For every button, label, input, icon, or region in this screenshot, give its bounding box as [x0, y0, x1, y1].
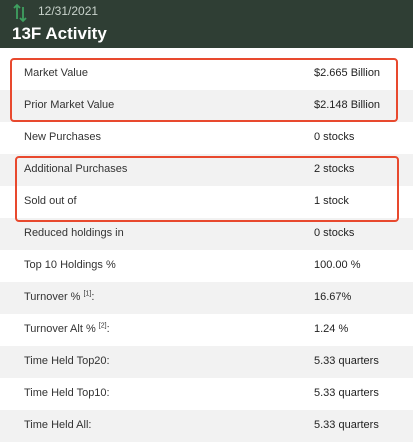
row-label: New Purchases: [24, 131, 102, 143]
row-turnover: Turnover % [1]: 16.67%: [0, 282, 413, 314]
row-reduced-holdings: Reduced holdings in 0 stocks: [0, 218, 413, 250]
row-value: 0 stocks: [314, 227, 355, 239]
footnote-link[interactable]: [2]: [98, 322, 107, 330]
row-value: $2.148 Billion: [314, 99, 381, 111]
row-label-suffix: :: [91, 291, 95, 303]
row-time-held-all: Time Held All: 5.33 quarters: [0, 410, 413, 442]
row-value: 1 stock: [314, 195, 349, 207]
footnote-link[interactable]: [1]: [83, 290, 92, 298]
row-label: Sold out of: [24, 195, 77, 207]
row-value: 1.24 %: [314, 323, 349, 335]
row-turnover-alt: Turnover Alt % [2]: 1.24 %: [0, 314, 413, 346]
report-date: 12/31/2021: [38, 4, 99, 18]
row-label-text: Turnover %: [24, 291, 81, 303]
row-label: Turnover Alt % [2]:: [24, 322, 110, 335]
row-time-held-top20: Time Held Top20: 5.33 quarters: [0, 346, 413, 378]
row-label: Market Value: [24, 67, 88, 79]
row-additional-purchases: Additional Purchases 2 stocks: [0, 154, 413, 186]
page-title: 13F Activity: [12, 24, 107, 43]
row-label: Reduced holdings in: [24, 227, 124, 239]
row-value: 5.33 quarters: [314, 355, 379, 367]
row-value: 100.00 %: [314, 259, 361, 271]
row-label-text: Turnover Alt %: [24, 323, 96, 335]
row-label: Top 10 Holdings %: [24, 259, 116, 271]
row-label: Time Held All:: [24, 419, 92, 431]
row-label: Time Held Top10:: [24, 387, 110, 399]
row-label: Turnover % [1]:: [24, 290, 95, 303]
row-value: $2.665 Billion: [314, 67, 381, 79]
row-value: 5.33 quarters: [314, 387, 379, 399]
row-sold-out-of: Sold out of 1 stock: [0, 186, 413, 218]
row-market-value: Market Value $2.665 Billion: [0, 58, 413, 90]
app-header: 12/31/2021 13F Activity: [0, 0, 413, 48]
sort-arrows-icon[interactable]: [13, 3, 27, 23]
row-time-held-top10: Time Held Top10: 5.33 quarters: [0, 378, 413, 410]
row-value: 0 stocks: [314, 131, 355, 143]
row-top10-holdings: Top 10 Holdings % 100.00 %: [0, 250, 413, 282]
row-label: Prior Market Value: [24, 99, 115, 111]
row-label: Additional Purchases: [24, 163, 128, 175]
row-value: 5.33 quarters: [314, 419, 379, 431]
row-label-suffix: :: [106, 323, 110, 335]
row-new-purchases: New Purchases 0 stocks: [0, 122, 413, 154]
row-value: 16.67%: [314, 291, 352, 303]
row-prior-market-value: Prior Market Value $2.148 Billion: [0, 90, 413, 122]
row-label: Time Held Top20:: [24, 355, 110, 367]
row-value: 2 stocks: [314, 163, 355, 175]
